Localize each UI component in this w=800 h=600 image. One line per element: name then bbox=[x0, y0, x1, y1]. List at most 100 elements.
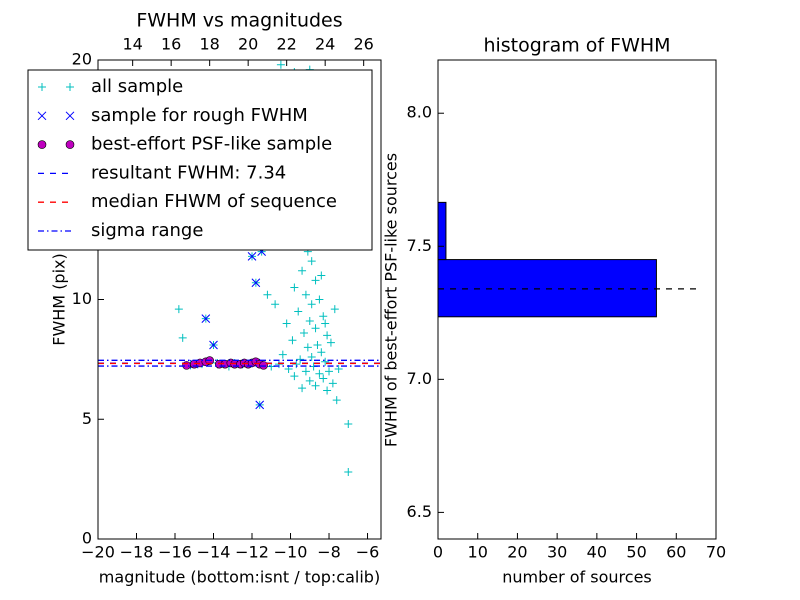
point bbox=[301, 367, 310, 376]
x-axis-label: number of sources bbox=[502, 568, 652, 587]
x-tick-label: −16 bbox=[158, 543, 192, 562]
point bbox=[255, 400, 265, 410]
point bbox=[209, 340, 218, 350]
point bbox=[251, 278, 261, 288]
point bbox=[305, 376, 314, 385]
y-tick-label: 10 bbox=[72, 289, 92, 308]
x2-tick-label: 20 bbox=[238, 35, 258, 54]
point bbox=[319, 312, 328, 321]
point bbox=[290, 283, 299, 292]
legend-label: resultant FWHM: 7.34 bbox=[91, 162, 286, 183]
legend-marker bbox=[37, 111, 47, 121]
point bbox=[259, 361, 268, 370]
legend: all sample sample for rough FWHM best-effo… bbox=[27, 69, 373, 251]
point bbox=[274, 360, 283, 369]
point bbox=[276, 60, 285, 69]
point bbox=[201, 314, 211, 324]
point bbox=[344, 420, 353, 429]
point bbox=[271, 300, 280, 309]
x-tick-label: 10 bbox=[468, 543, 488, 562]
legend-label: sample for rough FWHM bbox=[91, 105, 308, 126]
point bbox=[323, 386, 332, 395]
point bbox=[321, 357, 330, 366]
legend-box bbox=[27, 69, 373, 251]
x-tick-label: −20 bbox=[81, 543, 115, 562]
point bbox=[315, 369, 324, 378]
x-tick-label: 30 bbox=[547, 543, 567, 562]
point bbox=[311, 381, 320, 390]
y-tick-label: 7.5 bbox=[407, 236, 432, 255]
x-tick-label: −18 bbox=[120, 543, 154, 562]
point bbox=[298, 384, 307, 393]
point bbox=[305, 317, 314, 326]
point bbox=[303, 343, 312, 352]
x-tick-label: 60 bbox=[666, 543, 686, 562]
point bbox=[330, 305, 339, 314]
chart-title: FWHM vs magnitudes bbox=[136, 10, 342, 32]
point bbox=[311, 324, 320, 333]
x-tick-label: −6 bbox=[356, 543, 380, 562]
x-axis-label: magnitude (bottom:isnt / top:calib) bbox=[99, 568, 380, 587]
x-tick-label: 0 bbox=[433, 543, 443, 562]
x2-tick-label: 26 bbox=[353, 35, 373, 54]
point bbox=[301, 290, 310, 299]
point bbox=[299, 329, 308, 338]
y-tick-label: 20 bbox=[72, 50, 92, 69]
axes-frame bbox=[437, 59, 717, 540]
point bbox=[326, 338, 335, 347]
x-tick-label: 70 bbox=[706, 543, 726, 562]
legend-marker bbox=[38, 83, 46, 91]
x2-tick-label: 14 bbox=[122, 35, 142, 54]
bar bbox=[437, 201, 447, 261]
point bbox=[278, 350, 287, 359]
point bbox=[307, 257, 316, 266]
point bbox=[174, 305, 183, 314]
point bbox=[321, 319, 330, 328]
point bbox=[334, 364, 343, 373]
point bbox=[311, 276, 320, 285]
point bbox=[313, 341, 322, 350]
point bbox=[247, 252, 257, 261]
chart-title: histogram of FWHM bbox=[483, 35, 670, 57]
legend-marker bbox=[65, 111, 75, 121]
legend-label: best-effort PSF-like sample bbox=[91, 134, 332, 155]
x2-tick-label: 16 bbox=[161, 35, 181, 54]
point bbox=[315, 295, 324, 304]
point bbox=[296, 355, 305, 364]
x2-tick-label: 22 bbox=[276, 35, 296, 54]
point bbox=[290, 372, 299, 381]
point bbox=[263, 290, 272, 299]
point bbox=[328, 379, 337, 388]
x-tick-label: 40 bbox=[587, 543, 607, 562]
point bbox=[292, 360, 301, 369]
legend-label: all sample bbox=[91, 76, 183, 97]
point bbox=[294, 307, 303, 316]
point bbox=[298, 266, 307, 275]
x-tick-label: −14 bbox=[197, 543, 231, 562]
y-tick-label: 7.0 bbox=[407, 369, 432, 388]
point bbox=[288, 336, 297, 345]
y-axis-label: FWHM of best-effort PSF-like sources bbox=[382, 153, 401, 447]
x-tick-label: 50 bbox=[626, 543, 646, 562]
y-tick-label: 5 bbox=[82, 409, 92, 428]
y-axis-label: FWHM (pix) bbox=[50, 253, 69, 346]
legend-marker bbox=[37, 140, 47, 149]
y-tick-label: 0 bbox=[82, 529, 92, 548]
legend-marker bbox=[66, 83, 74, 91]
x-tick-label: −10 bbox=[274, 543, 308, 562]
y-tick-label: 8.0 bbox=[407, 103, 432, 122]
point bbox=[307, 300, 316, 309]
x2-tick-label: 18 bbox=[199, 35, 219, 54]
point bbox=[319, 374, 328, 383]
x-tick-label: 20 bbox=[507, 543, 527, 562]
point bbox=[307, 352, 316, 361]
point bbox=[317, 271, 326, 280]
bar bbox=[437, 259, 657, 318]
x2-tick-label: 24 bbox=[315, 35, 335, 54]
point bbox=[317, 348, 326, 357]
legend-label: median FHWM of sequence bbox=[91, 191, 337, 212]
point bbox=[332, 396, 341, 405]
legend-label: sigma range bbox=[91, 220, 203, 241]
point bbox=[178, 333, 187, 342]
